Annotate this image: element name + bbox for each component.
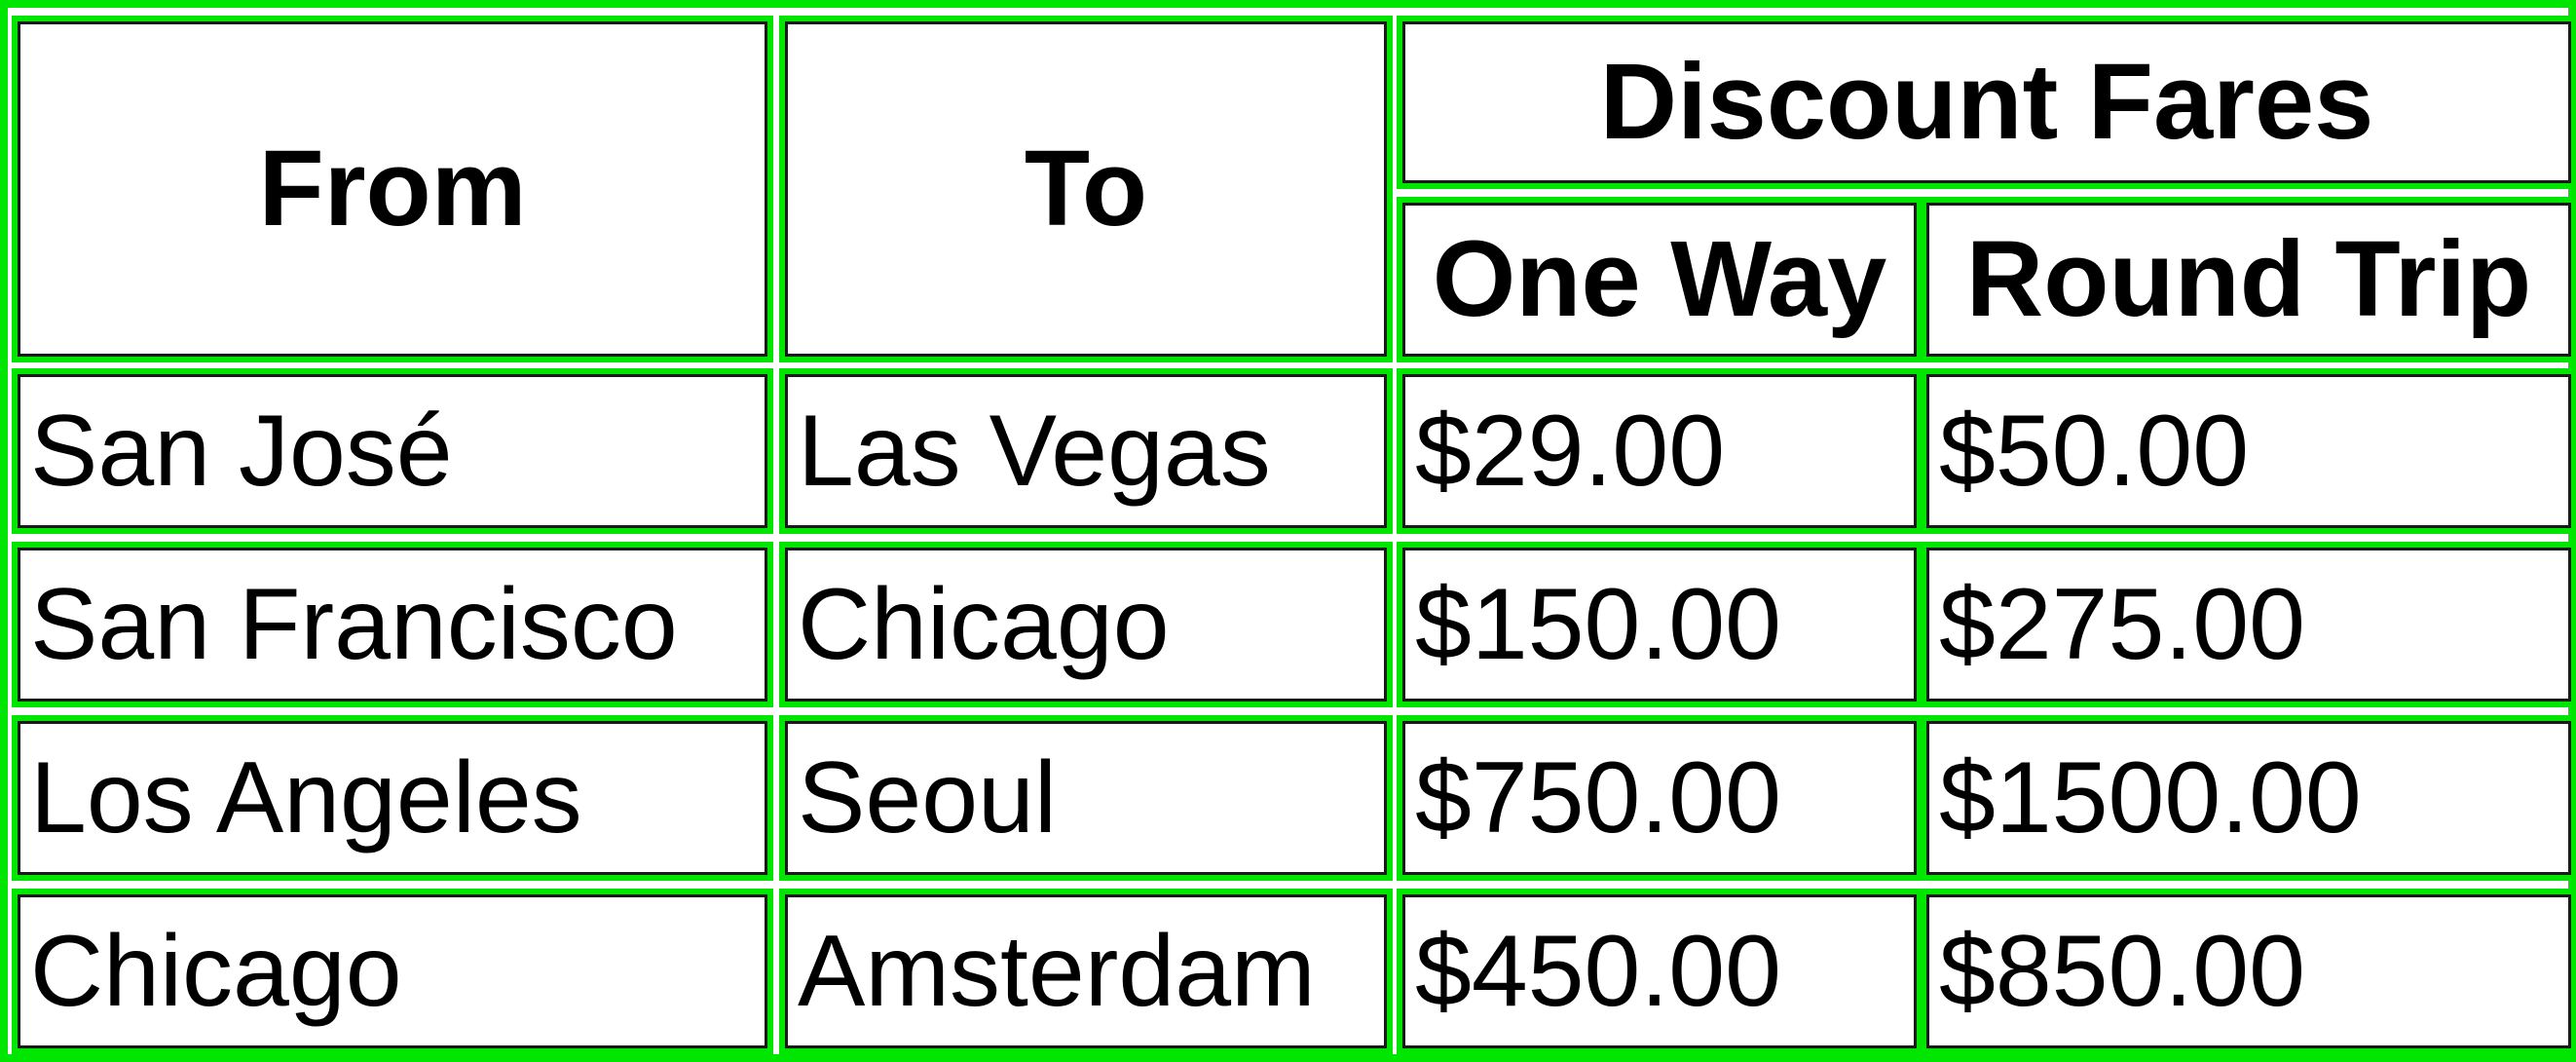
cell-round-trip: $275.00 <box>1939 568 2305 681</box>
table-row-2-from: San Francisco <box>12 542 773 707</box>
cell-to: Amsterdam <box>798 915 1316 1028</box>
header-one-way: One Way <box>1397 197 1923 362</box>
cell-one-way: $750.00 <box>1415 741 1781 854</box>
table-row-3-round-trip: $1500.00 <box>1921 715 2576 881</box>
header-to-label: To <box>1024 129 1148 248</box>
table-row-1-from: San José <box>12 368 773 534</box>
table-row-1-one-way: $29.00 <box>1397 368 1923 534</box>
table-row-1-to: Las Vegas <box>779 368 1393 534</box>
header-from-label: From <box>258 129 527 248</box>
cell-from: Chicago <box>30 915 402 1028</box>
header-from: From <box>12 16 773 362</box>
cell-from: San José <box>30 395 453 508</box>
cell-to: Chicago <box>798 568 1170 681</box>
table-row-2-to: Chicago <box>779 542 1393 707</box>
cell-from: Los Angeles <box>30 741 582 854</box>
table-row-4-to: Amsterdam <box>779 889 1393 1054</box>
table-row-3-from: Los Angeles <box>12 715 773 881</box>
table-row-1-round-trip: $50.00 <box>1921 368 2576 534</box>
header-to: To <box>779 16 1393 362</box>
cell-to: Seoul <box>798 741 1057 854</box>
cell-from: San Francisco <box>30 568 678 681</box>
cell-to: Las Vegas <box>798 395 1271 508</box>
table-row-4-one-way: $450.00 <box>1397 889 1923 1054</box>
cell-round-trip: $50.00 <box>1939 395 2250 508</box>
header-discount-fares: Discount Fares <box>1397 16 2576 189</box>
cell-one-way: $450.00 <box>1415 915 1781 1028</box>
header-round-trip-label: Round Trip <box>1965 219 2532 339</box>
table-row-4-round-trip: $850.00 <box>1921 889 2576 1054</box>
header-one-way-label: One Way <box>1432 219 1887 339</box>
cell-round-trip: $1500.00 <box>1939 741 2362 854</box>
table-row-2-round-trip: $275.00 <box>1921 542 2576 707</box>
header-round-trip: Round Trip <box>1921 197 2576 362</box>
table-row-4-from: Chicago <box>12 889 773 1054</box>
table-row-3-one-way: $750.00 <box>1397 715 1923 881</box>
table-row-3-to: Seoul <box>779 715 1393 881</box>
cell-one-way: $150.00 <box>1415 568 1781 681</box>
table-row-2-one-way: $150.00 <box>1397 542 1923 707</box>
header-discount-fares-label: Discount Fares <box>1599 42 2374 162</box>
cell-round-trip: $850.00 <box>1939 915 2305 1028</box>
cell-one-way: $29.00 <box>1415 395 1726 508</box>
